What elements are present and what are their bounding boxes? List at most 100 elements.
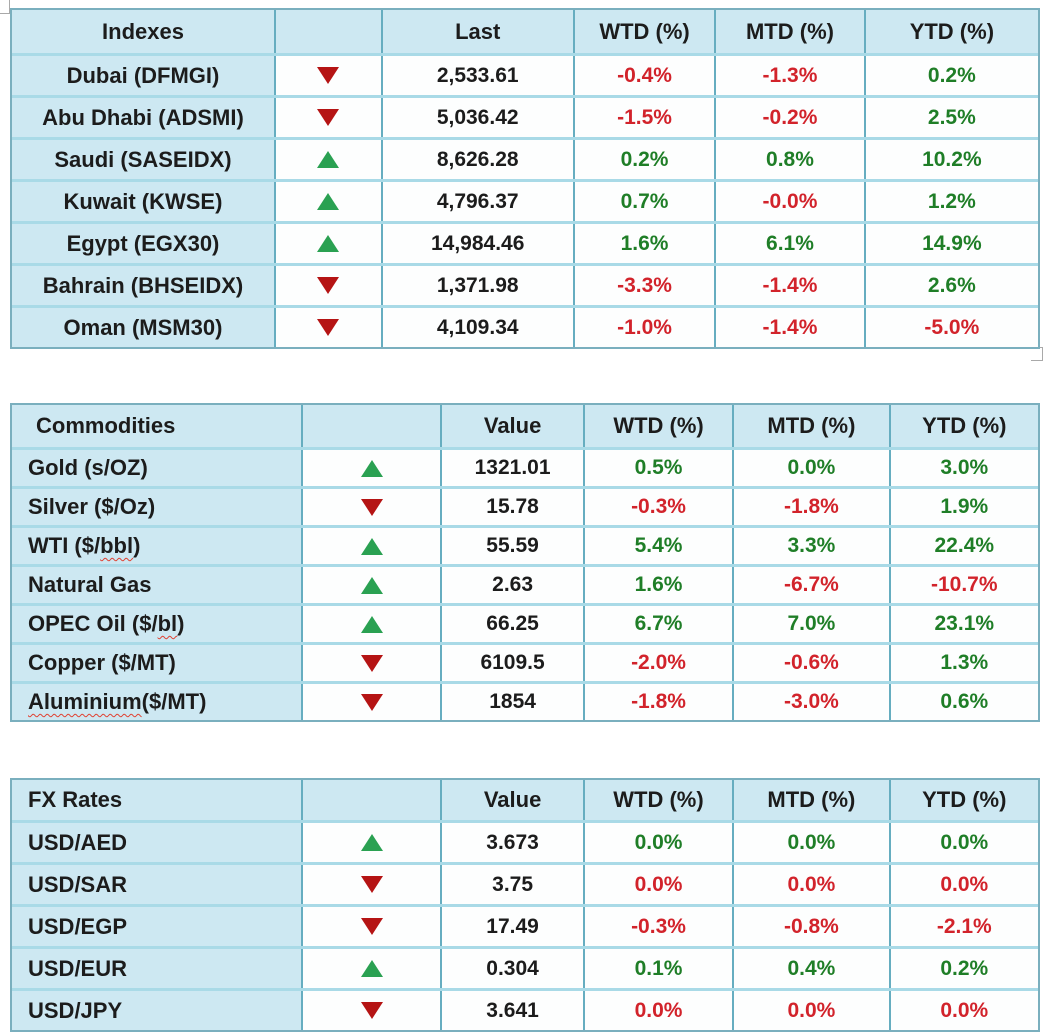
last-value: 14,984.46 bbox=[380, 224, 573, 263]
up-arrow-icon bbox=[317, 151, 340, 168]
ytd-value: 1.2% bbox=[863, 182, 1039, 221]
ytd-value: 0.0% bbox=[888, 865, 1038, 904]
value-cell: 17.49 bbox=[440, 907, 583, 946]
header-last-cell: Last bbox=[380, 10, 573, 53]
mtd-value: -1.4% bbox=[714, 266, 864, 305]
trend-cell bbox=[300, 865, 441, 904]
header-mtd-cell: MTD (%) bbox=[714, 10, 864, 53]
wtd-value: 1.6% bbox=[582, 567, 733, 603]
wtd-value: -1.0% bbox=[572, 308, 715, 347]
down-arrow-icon bbox=[360, 498, 383, 516]
header-ytd-cell: YTD (%) bbox=[888, 405, 1039, 447]
table-row: Dubai (DFMGI) 2,533.61 -0.4% -1.3% 0.2% bbox=[12, 53, 1039, 95]
ytd-value: 2.6% bbox=[863, 266, 1039, 305]
down-arrow-icon bbox=[360, 918, 383, 935]
up-arrow-icon bbox=[360, 576, 383, 594]
instrument-name: Dubai (DFMGI) bbox=[12, 56, 274, 95]
trend-cell bbox=[300, 645, 441, 681]
mtd-value: 0.0% bbox=[732, 991, 889, 1030]
currency-pair: USD/JPY bbox=[12, 991, 301, 1030]
up-arrow-icon bbox=[317, 235, 340, 252]
scroll-handle-artifact bbox=[1031, 347, 1043, 361]
down-arrow-icon bbox=[317, 109, 340, 126]
ytd-value: 23.1% bbox=[888, 606, 1038, 642]
up-arrow-icon bbox=[317, 193, 340, 210]
currency-pair: USD/SAR bbox=[12, 865, 301, 904]
table-row: Natural Gas 2.63 1.6% -6.7% -10.7% bbox=[12, 564, 1038, 603]
table-row: Gold (s/OZ) 1321.01 0.5% 0.0% 3.0% bbox=[12, 447, 1038, 486]
instrument-name: Silver ($/Oz) bbox=[12, 489, 301, 525]
down-arrow-icon bbox=[360, 1002, 383, 1019]
table-row: USD/EUR 0.304 0.1% 0.4% 0.2% bbox=[12, 946, 1038, 988]
up-arrow-icon bbox=[360, 960, 383, 977]
wtd-value: -1.8% bbox=[582, 684, 733, 720]
wtd-value: 0.0% bbox=[582, 865, 733, 904]
table-row: OPEC Oil ($/bl) 66.25 6.7% 7.0% 23.1% bbox=[12, 603, 1038, 642]
wtd-value: -1.5% bbox=[572, 98, 715, 137]
currency-pair: USD/EUR bbox=[12, 949, 301, 988]
header-title-cell: Indexes bbox=[12, 10, 274, 53]
mtd-value: -0.0% bbox=[714, 182, 864, 221]
header-wtd-cell: WTD (%) bbox=[582, 405, 733, 447]
trend-cell bbox=[273, 98, 381, 137]
value-cell: 6109.5 bbox=[440, 645, 583, 681]
instrument-name: Egypt (EGX30) bbox=[12, 224, 274, 263]
wtd-value: 1.6% bbox=[572, 224, 715, 263]
ytd-value: 14.9% bbox=[863, 224, 1039, 263]
ytd-value: 3.0% bbox=[888, 450, 1038, 486]
trend-cell bbox=[300, 949, 441, 988]
ytd-value: -10.7% bbox=[888, 567, 1038, 603]
last-value: 4,796.37 bbox=[380, 182, 573, 221]
instrument-name: Saudi (SASEIDX) bbox=[12, 140, 274, 179]
window-corner-artifact bbox=[0, 0, 10, 14]
trend-cell bbox=[273, 308, 381, 347]
instrument-name: Bahrain (BHSEIDX) bbox=[12, 266, 274, 305]
value-cell: 1854 bbox=[440, 684, 583, 720]
ytd-value: 1.9% bbox=[888, 489, 1038, 525]
table-row: Copper ($/MT) 6109.5 -2.0% -0.6% 1.3% bbox=[12, 642, 1038, 681]
mtd-value: 3.3% bbox=[732, 528, 889, 564]
last-value: 4,109.34 bbox=[380, 308, 573, 347]
wtd-value: -0.3% bbox=[582, 489, 733, 525]
instrument-name: WTI ($/bbl) bbox=[12, 528, 301, 564]
table-row: WTI ($/bbl) 55.59 5.4% 3.3% 22.4% bbox=[12, 525, 1038, 564]
up-arrow-icon bbox=[360, 537, 383, 555]
commodities-table: Commodities Value WTD (%) MTD (%) YTD (%… bbox=[10, 403, 1040, 722]
mtd-value: -0.8% bbox=[732, 907, 889, 946]
wtd-value: 0.2% bbox=[572, 140, 715, 179]
trend-cell bbox=[300, 489, 441, 525]
value-cell: 0.304 bbox=[440, 949, 583, 988]
mtd-value: 7.0% bbox=[732, 606, 889, 642]
mtd-value: -1.8% bbox=[732, 489, 889, 525]
last-value: 2,533.61 bbox=[380, 56, 573, 95]
trend-cell bbox=[273, 56, 381, 95]
wtd-value: -3.3% bbox=[572, 266, 715, 305]
value-cell: 3.673 bbox=[440, 823, 583, 862]
table-row: USD/EGP 17.49 -0.3% -0.8% -2.1% bbox=[12, 904, 1038, 946]
ytd-value: 0.6% bbox=[888, 684, 1038, 720]
down-arrow-icon bbox=[317, 319, 340, 336]
header-trend-cell bbox=[300, 405, 441, 447]
wtd-value: -2.0% bbox=[582, 645, 733, 681]
header-ytd-cell: YTD (%) bbox=[863, 10, 1039, 53]
ytd-value: 10.2% bbox=[863, 140, 1039, 179]
mtd-value: 0.8% bbox=[714, 140, 864, 179]
trend-cell bbox=[300, 823, 441, 862]
down-arrow-icon bbox=[317, 67, 340, 84]
header-title-cell: FX Rates bbox=[12, 780, 301, 820]
table-row: Abu Dhabi (ADSMI) 5,036.42 -1.5% -0.2% 2… bbox=[12, 95, 1039, 137]
wtd-value: 6.7% bbox=[582, 606, 733, 642]
instrument-name: Abu Dhabi (ADSMI) bbox=[12, 98, 274, 137]
last-value: 1,371.98 bbox=[380, 266, 573, 305]
ytd-value: 0.0% bbox=[888, 823, 1038, 862]
table-row: USD/JPY 3.641 0.0% 0.0% 0.0% bbox=[12, 988, 1038, 1030]
wtd-value: -0.4% bbox=[572, 56, 715, 95]
mtd-value: 0.4% bbox=[732, 949, 889, 988]
currency-pair: USD/EGP bbox=[12, 907, 301, 946]
trend-cell bbox=[273, 182, 381, 221]
table-row: USD/SAR 3.75 0.0% 0.0% 0.0% bbox=[12, 862, 1038, 904]
mtd-value: -0.6% bbox=[732, 645, 889, 681]
ytd-value: 22.4% bbox=[888, 528, 1038, 564]
header-value-cell: Value bbox=[440, 780, 583, 820]
table-row: Oman (MSM30) 4,109.34 -1.0% -1.4% -5.0% bbox=[12, 305, 1039, 347]
